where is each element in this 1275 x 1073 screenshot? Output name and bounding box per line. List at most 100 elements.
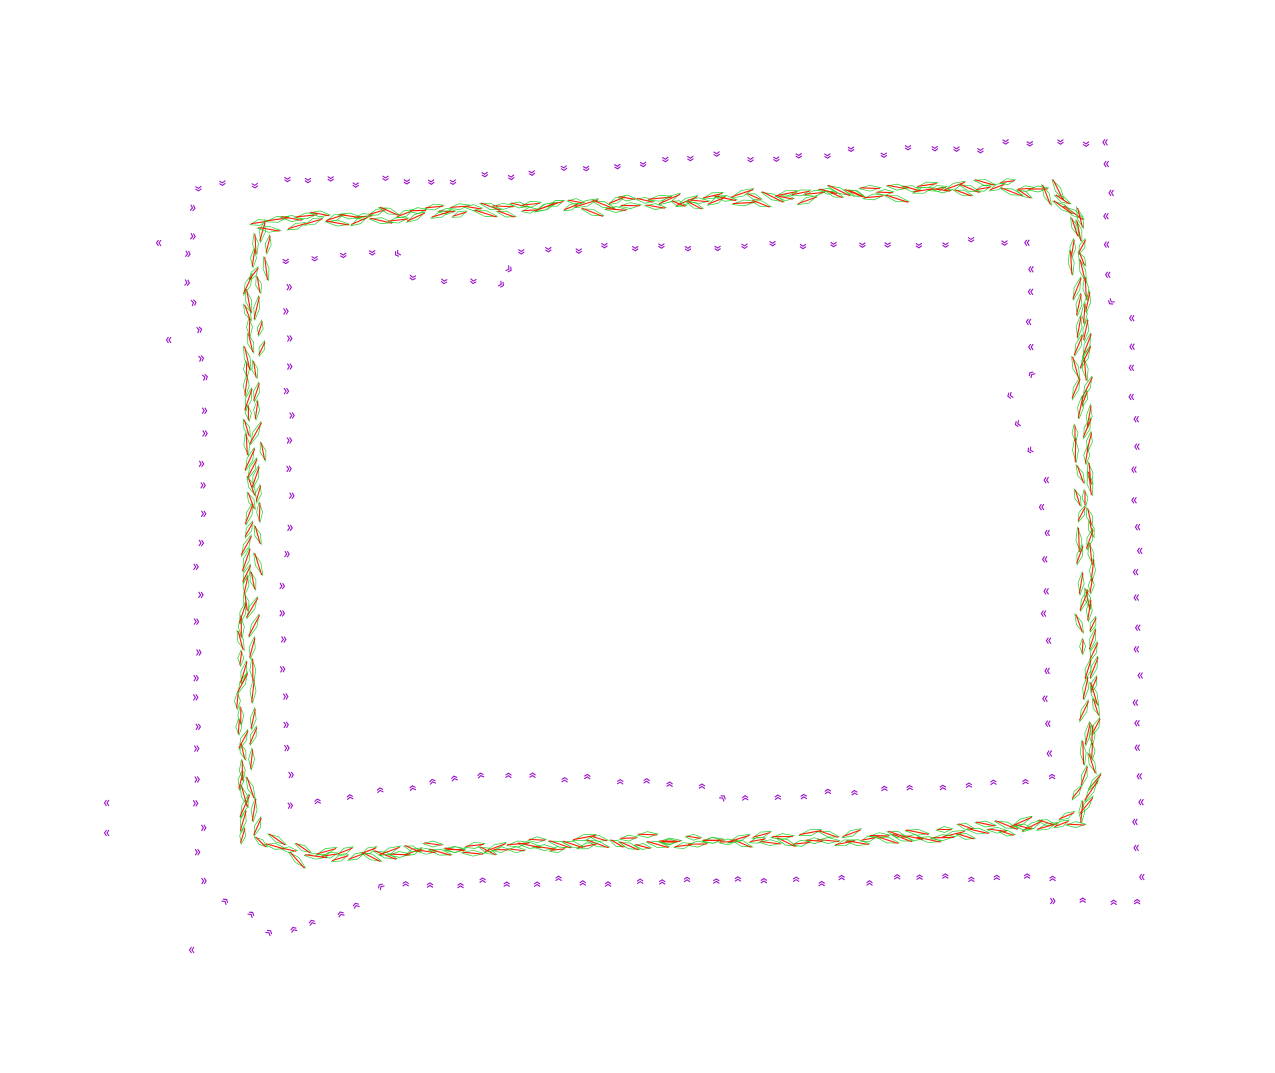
lane-mark [533,201,556,213]
boundary-mark [377,883,385,891]
lane-mark [1086,460,1094,487]
lane-mark [1073,333,1084,357]
lane-mark [253,552,264,576]
lane-mark [1089,681,1100,707]
boundary-mark [1044,667,1051,675]
lane-mark [712,194,739,202]
boundary-mark [200,510,207,518]
boundary-mark [304,177,312,184]
boundary-mark [1082,141,1090,147]
boundary-mark [1139,873,1145,881]
boundary-mark [965,782,973,789]
boundary-mark [658,243,665,249]
lane-mark [491,846,510,854]
lane-mark [790,839,812,847]
lane-mark [256,319,264,338]
boundary-mark [308,919,316,926]
boundary-mark [1102,138,1108,146]
lane-mark [1076,205,1085,230]
lane-mark [867,832,892,840]
boundary-mark [287,802,294,810]
lane-mark [1075,314,1083,340]
boundary-mark [616,778,624,785]
boundary-mark [247,911,255,919]
boundary-mark [477,772,485,779]
lane-mark [974,185,993,192]
boundary-mark [283,308,289,315]
lane-mark [857,184,883,192]
boundary-mark [916,874,923,880]
boundary-mark [450,775,458,782]
lane-mark [405,211,427,223]
boundary-mark [280,636,287,643]
lane-mark [1053,819,1070,829]
lane-mark [1067,250,1075,276]
boundary-mark [734,876,742,882]
lane-mark [955,833,977,840]
lane-mark [998,178,1017,185]
lane-mark [731,199,757,207]
lane-mark [618,202,643,209]
lane-mark [1051,179,1065,200]
lane-mark [414,847,438,855]
boundary-mark [1001,240,1008,246]
lane-mark [1075,463,1086,485]
lane-mark [330,854,350,863]
lane-mark [421,840,444,848]
boundary-mark [286,437,293,444]
boundary-mark [368,249,376,256]
boundary-mark [830,241,837,248]
boundary-mark [284,176,291,183]
lane-mark [248,635,256,660]
boundary-mark [1128,364,1135,372]
lane-mark [774,190,798,198]
lane-mark [240,660,248,685]
boundary-mark [1134,523,1141,531]
lane-mark [314,847,338,856]
boundary-mark [290,926,298,933]
boundary-mark [1038,503,1045,511]
lane-mark [591,199,616,210]
boundary-mark [575,248,583,254]
lane-mark [903,834,926,841]
lane-mark [634,196,656,204]
boundary-mark [1049,897,1056,905]
lane-mark [824,190,845,199]
boundary-mark [866,880,873,886]
lane-mark [239,826,247,846]
boundary-mark [1048,773,1056,780]
boundary-mark [403,179,411,185]
lane-mark [718,838,738,846]
lane-mark [1077,570,1085,597]
lane-mark [288,851,306,869]
lane-mark [245,404,252,423]
boundary-mark [1028,265,1034,273]
boundary-mark [382,175,389,182]
boundary-mark [1043,587,1050,595]
boundary-mark [517,249,525,255]
boundary-mark [289,412,295,419]
boundary-mark [604,881,612,887]
boundary-mark [469,278,477,285]
boundary-mark [683,876,691,883]
boundary-mark [314,798,322,805]
boundary-mark [1046,750,1053,757]
lane-mark [423,203,445,211]
boundary-mark [939,784,947,791]
boundary-mark [800,793,808,800]
boundary-mark [1133,844,1139,852]
lane-mark [1087,575,1095,595]
lane-mark [566,198,586,205]
boundary-mark [880,785,888,792]
lane-mark [972,179,997,186]
boundary-mark [200,482,206,489]
boundary-mark [884,242,891,248]
boundary-mark [904,144,912,151]
boundary-mark [880,152,888,159]
boundary-mark [1079,897,1087,903]
lane-mark [248,747,255,772]
boundary-mark [193,674,199,682]
lane-mark [730,188,755,199]
boundary-mark [1131,496,1137,504]
lane-mark [1083,445,1091,466]
